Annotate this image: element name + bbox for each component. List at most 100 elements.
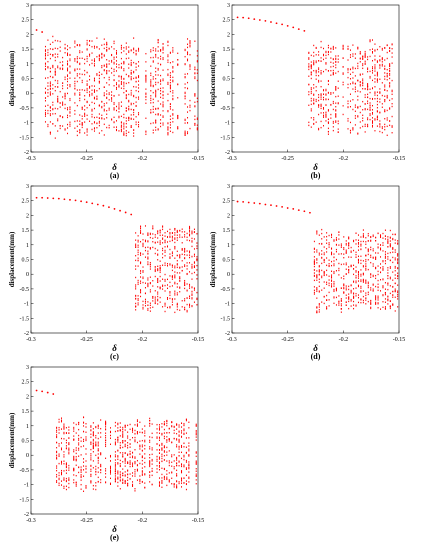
chaotic-point: [168, 460, 170, 462]
chaotic-point: [54, 71, 56, 74]
chaotic-point: [92, 428, 94, 430]
chaotic-point: [326, 294, 328, 297]
chaotic-point: [128, 51, 130, 54]
chaotic-point: [370, 307, 372, 310]
chaotic-point: [325, 120, 327, 122]
chaotic-point: [381, 49, 383, 51]
chaotic-point: [80, 475, 82, 478]
chaotic-point: [384, 293, 386, 296]
chaotic-point: [113, 95, 115, 97]
chaotic-point: [114, 478, 116, 481]
chaotic-point: [164, 232, 166, 234]
chaotic-point: [318, 54, 320, 56]
chaotic-point: [331, 285, 333, 287]
chaotic-point: [160, 49, 162, 51]
chaotic-point: [169, 74, 171, 77]
chaotic-point: [129, 478, 131, 480]
chaotic-point: [144, 435, 146, 437]
chaotic-point: [169, 306, 171, 309]
chaotic-point: [49, 85, 51, 87]
chaotic-point: [105, 443, 107, 446]
chaotic-point: [123, 133, 125, 135]
chaotic-point: [61, 473, 63, 476]
chaotic-point: [362, 64, 364, 67]
chaotic-point: [360, 287, 362, 289]
chaotic-point: [149, 236, 151, 239]
chaotic-point: [149, 232, 151, 235]
chaotic-point: [118, 108, 120, 110]
chaotic-point: [380, 247, 382, 249]
chaotic-point: [56, 431, 58, 433]
chaotic-point: [349, 73, 351, 75]
chaotic-point: [331, 253, 333, 256]
chaotic-point: [386, 119, 388, 121]
chaotic-point: [189, 66, 191, 68]
chaotic-point: [80, 471, 82, 473]
chaotic-point: [187, 43, 189, 45]
chaotic-point: [49, 113, 51, 115]
chaotic-point: [181, 236, 183, 238]
chaotic-point: [343, 275, 345, 277]
chaotic-point: [397, 290, 399, 292]
chaotic-point: [96, 73, 98, 75]
chaotic-point: [313, 247, 315, 250]
chaotic-point: [172, 117, 174, 120]
chaotic-point: [149, 439, 151, 442]
chaotic-point: [196, 129, 198, 131]
chaotic-point: [96, 116, 98, 118]
chaotic-point: [125, 57, 127, 60]
chaotic-point: [335, 250, 337, 253]
chaotic-point: [135, 302, 137, 305]
chaotic-point: [124, 459, 126, 461]
chaotic-point: [137, 244, 139, 246]
chaotic-point: [332, 48, 334, 50]
chaotic-point: [124, 457, 126, 460]
chaotic-point: [162, 49, 164, 51]
chaotic-point: [79, 99, 81, 102]
chaotic-point: [195, 479, 197, 481]
chaotic-point: [389, 266, 391, 268]
chaotic-point: [391, 43, 393, 45]
chaotic-point: [160, 74, 162, 77]
chaotic-point: [134, 471, 136, 473]
chaotic-point: [101, 114, 103, 116]
chaotic-point: [169, 115, 171, 117]
chaotic-point: [391, 102, 393, 105]
chaotic-point: [133, 109, 135, 111]
chaotic-point: [59, 115, 61, 117]
chaotic-point: [172, 114, 174, 116]
chaotic-point: [65, 442, 67, 444]
chaotic-point: [179, 286, 181, 288]
chaotic-point: [367, 58, 369, 61]
chaotic-point: [195, 429, 197, 432]
chaotic-point: [364, 56, 366, 59]
chaotic-point: [67, 87, 69, 89]
chaotic-point: [164, 251, 166, 253]
chaotic-point: [84, 121, 86, 123]
chaotic-point: [89, 91, 91, 93]
chaotic-point: [95, 488, 97, 491]
chaotic-point: [161, 423, 163, 425]
chaotic-point: [377, 270, 379, 273]
chaotic-point: [178, 431, 180, 433]
chaotic-point: [173, 429, 175, 432]
period1-point: [309, 211, 311, 214]
chaotic-point: [141, 439, 143, 442]
chaotic-point: [333, 240, 335, 242]
chaotic-point: [174, 294, 176, 296]
chaotic-point: [384, 59, 386, 61]
chaotic-point: [58, 426, 60, 429]
chaotic-point: [377, 303, 379, 305]
chaotic-point: [362, 234, 364, 237]
chaotic-point: [387, 246, 389, 248]
chaotic-point: [342, 96, 344, 98]
chaotic-point: [122, 461, 124, 463]
chaotic-point: [364, 88, 366, 90]
chaotic-point: [57, 100, 59, 102]
chaotic-point: [315, 74, 317, 77]
chaotic-point: [56, 435, 58, 438]
chaotic-point: [96, 90, 98, 92]
chaotic-point: [178, 438, 180, 441]
chaotic-point: [105, 441, 107, 444]
chaotic-point: [69, 121, 71, 123]
